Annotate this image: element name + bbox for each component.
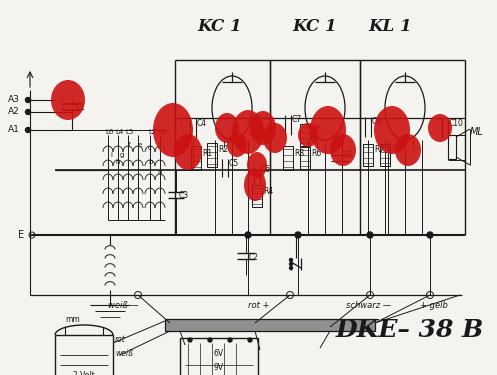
Text: g: g [120,152,124,158]
Text: weiß: weiß [115,348,133,357]
Text: C6: C6 [261,165,271,174]
Text: C1: C1 [76,102,86,111]
Circle shape [245,232,251,238]
Ellipse shape [310,106,346,154]
Circle shape [25,128,30,132]
Text: 2 Volt: 2 Volt [73,370,95,375]
Circle shape [295,232,301,238]
Circle shape [289,262,293,266]
Text: KC 1: KC 1 [293,18,337,35]
Text: a: a [158,169,162,175]
Text: KL 1: KL 1 [368,18,412,35]
Text: L6: L6 [105,129,113,135]
Ellipse shape [428,114,452,142]
Text: L4: L4 [115,129,123,135]
Circle shape [289,267,293,270]
Circle shape [208,338,212,342]
Text: c: c [148,145,152,151]
Bar [448,135,456,159]
Text: h: h [115,159,119,165]
Ellipse shape [395,134,421,166]
Text: A3: A3 [8,96,20,105]
Circle shape [289,258,293,261]
Ellipse shape [247,152,267,178]
Text: C7: C7 [292,116,302,124]
Ellipse shape [263,123,287,153]
Text: A1: A1 [8,126,20,135]
Circle shape [248,338,252,342]
Text: rot: rot [115,336,126,345]
Bar [207,143,217,167]
Bar [283,146,293,170]
Text: DKE– 38 B: DKE– 38 B [336,318,484,342]
Bar [165,319,375,331]
Bar [300,147,310,169]
Ellipse shape [51,80,85,120]
Text: schwarz —: schwarz — [346,300,391,309]
Text: E: E [18,230,24,240]
Text: 9V: 9V [214,363,224,372]
Bar [55,335,113,375]
Circle shape [25,98,30,102]
Text: + gelb: + gelb [420,300,448,309]
Text: R3: R3 [294,148,304,158]
Bar [252,185,262,207]
Text: f: f [128,142,131,148]
Circle shape [228,338,232,342]
Text: R7: R7 [374,146,384,154]
Text: L2: L2 [148,129,156,135]
Ellipse shape [174,134,202,170]
Text: C4: C4 [197,118,207,128]
Ellipse shape [250,111,276,145]
Ellipse shape [153,103,193,157]
Text: rot +: rot + [248,300,269,309]
Circle shape [427,232,433,238]
Ellipse shape [232,110,264,154]
Ellipse shape [227,133,247,157]
Text: R6: R6 [311,148,321,158]
Text: ML: ML [470,127,484,137]
Bar [300,124,310,146]
Bar [380,144,390,166]
Text: R8: R8 [391,146,401,154]
Text: C5: C5 [229,159,239,168]
Bar [363,144,373,166]
Ellipse shape [215,113,239,143]
Text: C10: C10 [449,118,464,128]
Text: L5: L5 [125,129,133,135]
Circle shape [367,232,373,238]
Text: L1: L1 [158,129,166,135]
Ellipse shape [244,169,266,201]
Text: 6V: 6V [214,348,224,357]
Ellipse shape [330,134,356,166]
Bar [180,338,258,375]
Text: R5: R5 [311,126,321,135]
Text: weiß —: weiß — [108,300,139,309]
Circle shape [25,110,30,114]
Text: R4: R4 [263,188,273,196]
Text: KC 1: KC 1 [198,18,243,35]
Text: i: i [110,152,112,158]
Text: b: b [148,159,153,165]
Text: mm: mm [65,315,80,324]
Text: C8: C8 [344,150,354,159]
Text: R2: R2 [218,146,228,154]
Ellipse shape [298,123,318,147]
Text: e: e [138,142,142,148]
Bar [191,146,201,170]
Circle shape [188,338,192,342]
Text: C3: C3 [179,190,189,200]
Text: R1: R1 [202,148,212,158]
Text: C9: C9 [372,117,382,126]
Text: A2: A2 [8,108,20,117]
Text: C2: C2 [249,252,259,261]
Ellipse shape [374,106,410,154]
